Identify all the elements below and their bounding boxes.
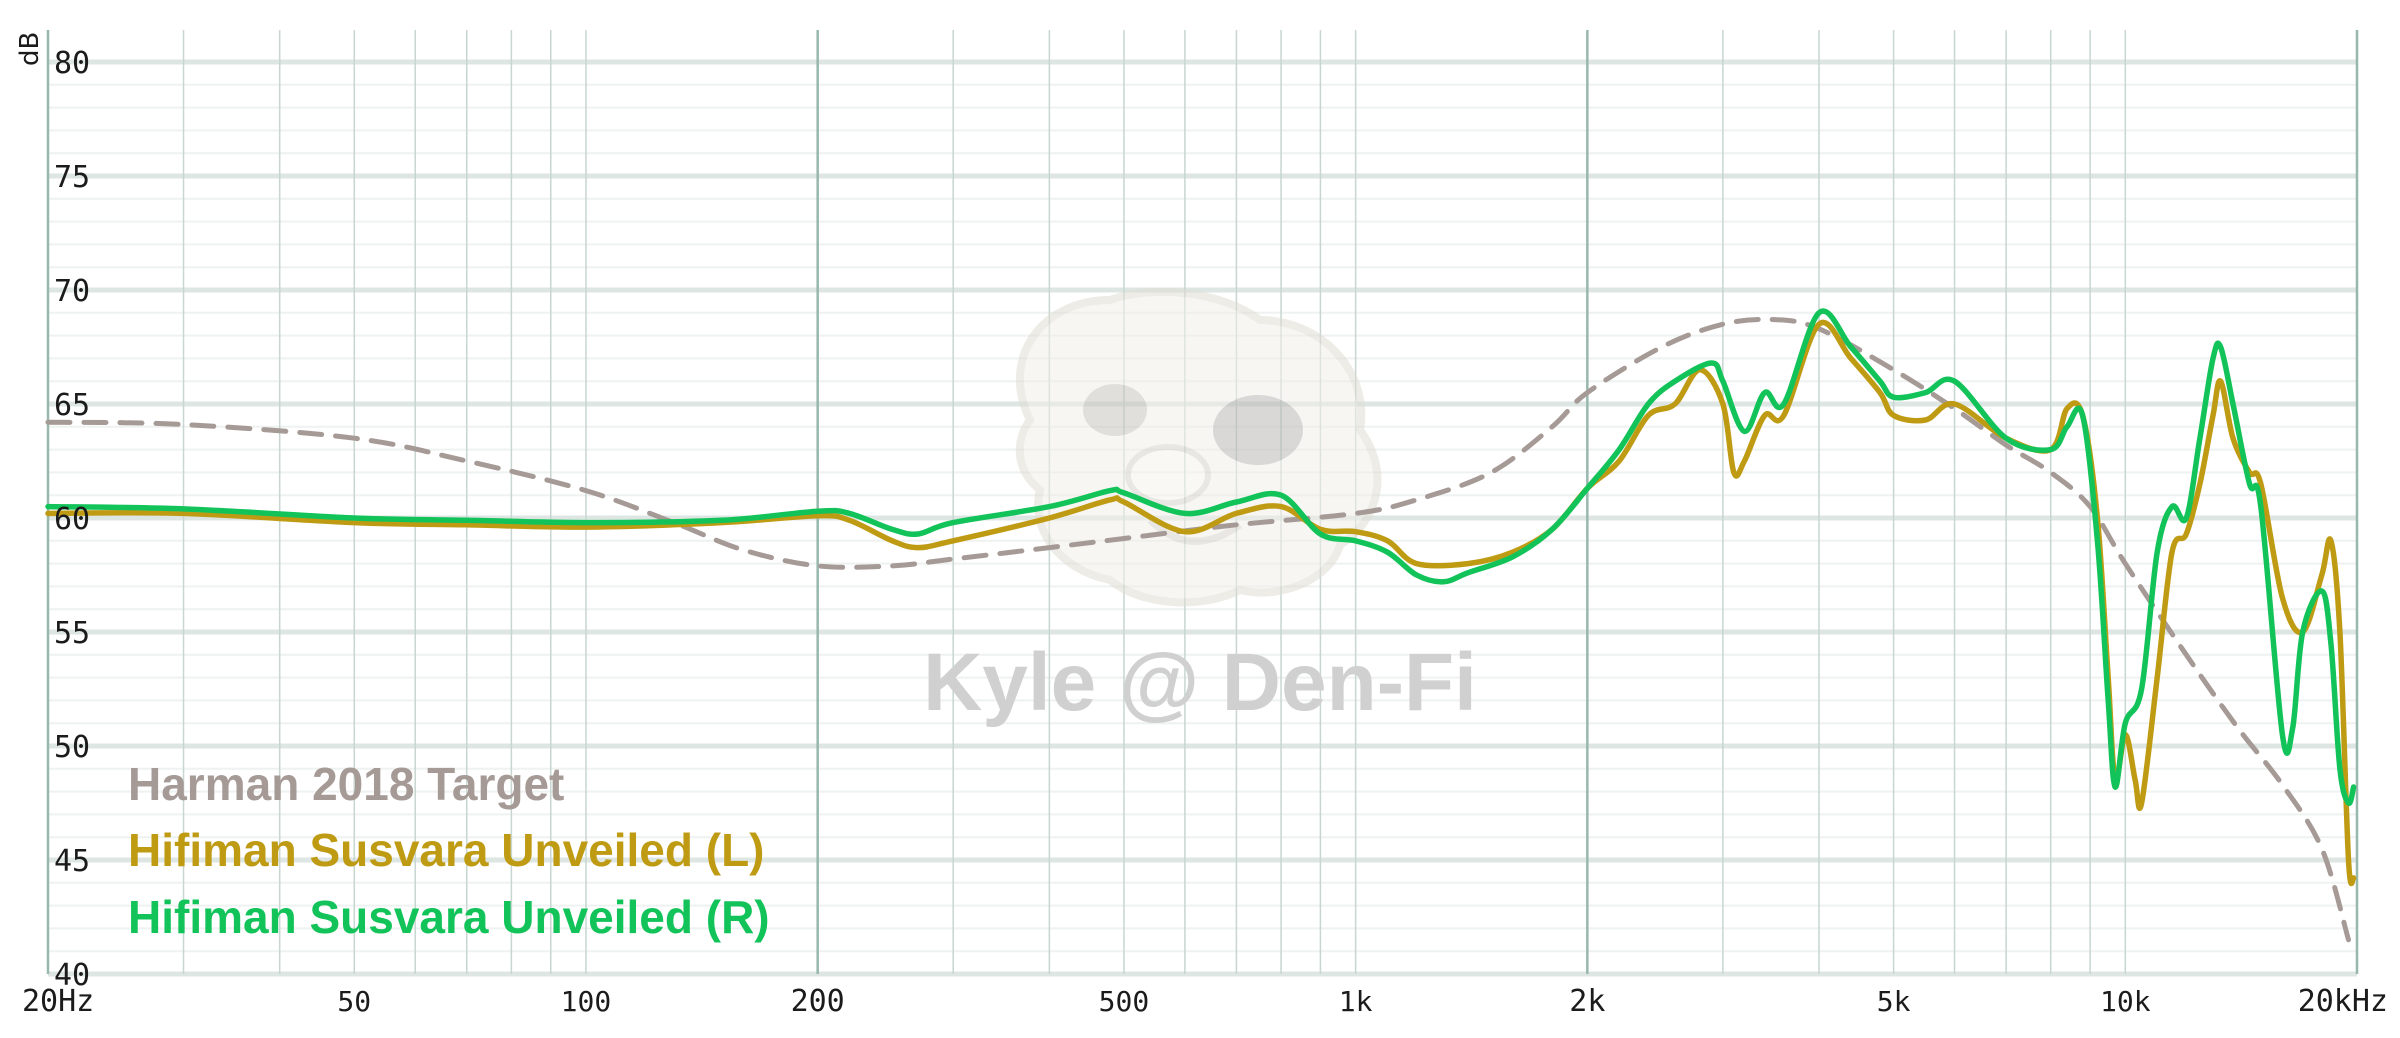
y-tick-label: 45 (54, 844, 90, 879)
x-axis: 20Hz 50 100 200 500 1k 2k 5k 10k 20kHz (22, 984, 2388, 1019)
y-tick-label: 70 (54, 274, 90, 309)
series-lines (45, 308, 2357, 943)
x-tick-label: 50 (337, 985, 371, 1018)
x-tick-label: 2k (1569, 984, 1605, 1019)
legend-item-1[interactable]: Hifiman Susvara Unveiled (L) (128, 824, 765, 876)
x-tick-label: 200 (791, 984, 845, 1019)
y-tick-label: 75 (54, 160, 90, 195)
x-tick-label: 100 (561, 985, 612, 1018)
legend-item-2[interactable]: Hifiman Susvara Unveiled (R) (128, 891, 770, 943)
y-axis: 40 45 50 55 60 65 70 75 80 (54, 46, 90, 993)
x-tick-label: 1k (1339, 985, 1373, 1018)
legend-item-0[interactable]: Harman 2018 Target (128, 758, 564, 810)
grid-lines (46, 30, 2359, 977)
y-tick-label: 55 (54, 616, 90, 651)
legend: Harman 2018 Target Hifiman Susvara Unveil… (128, 758, 770, 943)
series-line-2 (45, 308, 2357, 807)
watermark-text: Kyle @ Den-Fi (923, 637, 1477, 728)
y-tick-label: 65 (54, 388, 90, 423)
dog-mascot-watermark (1015, 287, 1382, 607)
x-tick-label: 20Hz (22, 984, 94, 1019)
y-tick-label: 80 (54, 46, 90, 81)
series-line-0 (45, 316, 2351, 943)
series-line-1 (45, 319, 2357, 887)
y-tick-label: 50 (54, 730, 90, 765)
x-tick-label: 5k (1877, 985, 1911, 1018)
x-tick-label: 20kHz (2298, 984, 2388, 1019)
y-tick-label: 40 (54, 958, 90, 993)
y-tick-label: 60 (54, 502, 90, 537)
x-tick-label: 500 (1099, 985, 1150, 1018)
x-tick-label: 10k (2100, 985, 2151, 1018)
y-axis-unit-label: dB (15, 32, 45, 66)
